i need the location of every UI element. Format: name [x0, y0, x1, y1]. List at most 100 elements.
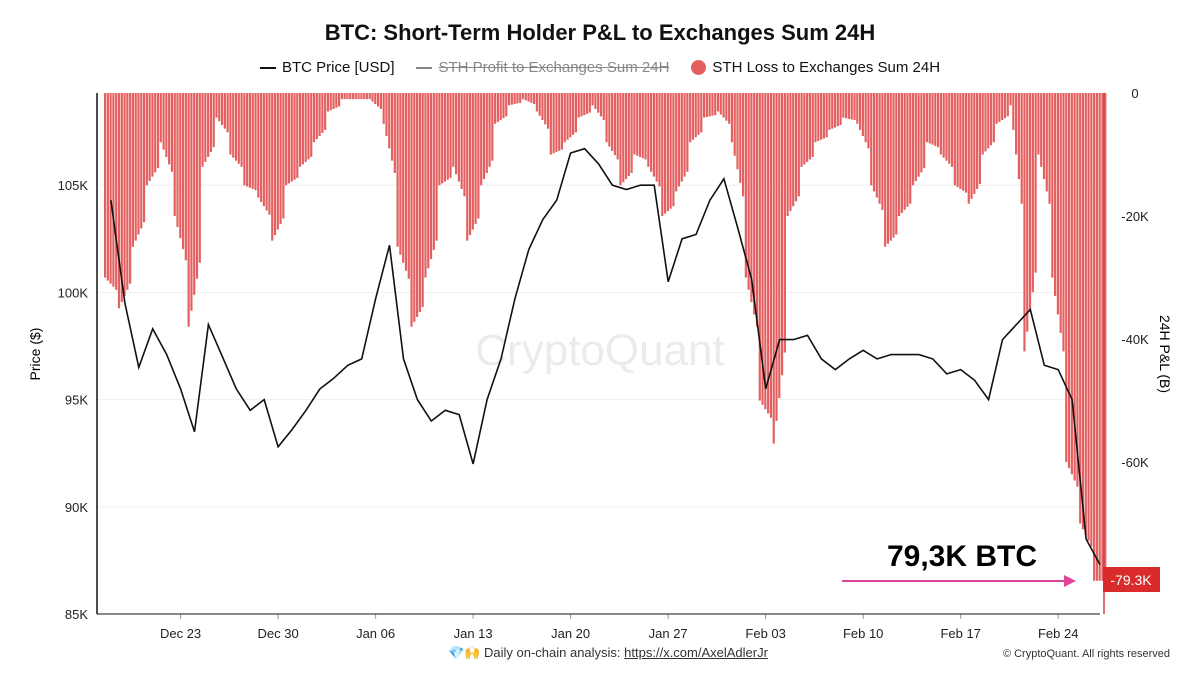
loss-bar — [544, 93, 547, 125]
loss-bar — [995, 93, 998, 124]
loss-bar — [741, 93, 745, 197]
loss-bar — [120, 93, 123, 303]
loss-bar — [624, 93, 628, 180]
loss-bar — [872, 93, 876, 192]
loss-bar — [900, 93, 903, 213]
loss-bar — [655, 93, 658, 182]
loss-bar — [847, 93, 851, 119]
loss-bar — [427, 93, 430, 269]
loss-bar — [326, 93, 330, 112]
loss-bar — [145, 93, 148, 186]
loss-bar — [279, 93, 282, 225]
dot-swatch-icon — [691, 60, 707, 75]
loss-bar — [683, 93, 686, 177]
loss-bar — [697, 93, 700, 135]
loss-bar — [1065, 93, 1068, 463]
loss-bar — [134, 93, 137, 241]
loss-bar — [1003, 93, 1007, 119]
loss-bar — [181, 93, 185, 250]
loss-bar — [836, 93, 839, 127]
loss-bar — [769, 93, 773, 418]
loss-bar — [984, 93, 987, 152]
loss-bar — [998, 93, 1001, 122]
loss-bar — [744, 93, 747, 278]
loss-bar — [1098, 93, 1101, 581]
loss-bar — [739, 93, 742, 183]
loss-bar — [552, 93, 555, 154]
loss-bar — [173, 93, 176, 217]
loss-bar — [106, 93, 109, 281]
watermark: CryptoQuant — [475, 326, 724, 375]
loss-bar — [165, 93, 168, 157]
legend-item-price[interactable]: BTC Price [USD] — [259, 59, 394, 76]
loss-bar — [560, 93, 564, 150]
loss-bar — [510, 93, 513, 105]
loss-bar — [271, 93, 274, 241]
loss-bar — [307, 93, 310, 160]
loss-bar — [652, 93, 656, 177]
loss-bar — [976, 93, 979, 189]
loss-bar — [817, 93, 820, 141]
legend-item-profit[interactable]: STH Profit to Exchanges Sum 24H — [416, 59, 669, 76]
loss-bar — [856, 93, 859, 124]
loss-bar — [1048, 93, 1051, 204]
footer-link[interactable]: https://x.com/AxelAdlerJr — [624, 645, 768, 660]
y-tick-label-right: -60K — [1121, 455, 1149, 470]
loss-bar — [666, 93, 669, 212]
loss-bar — [251, 93, 254, 189]
loss-bar — [477, 93, 480, 219]
loss-bar — [736, 93, 739, 170]
loss-bar — [190, 93, 193, 311]
loss-bar — [588, 93, 591, 113]
x-tick-label: Dec 23 — [160, 626, 201, 641]
loss-bar — [711, 93, 714, 116]
axes: 85K 90K 95K 100K 105K 0 -20K -40K -60K Dec 23 Dec … — [58, 86, 1149, 641]
loss-bar — [429, 93, 433, 260]
loss-bar — [298, 93, 302, 167]
loss-bar — [925, 93, 929, 143]
loss-bar — [413, 93, 416, 322]
loss-bar — [337, 93, 341, 107]
loss-bar — [519, 93, 522, 103]
loss-bar — [563, 93, 566, 143]
loss-bar — [184, 93, 187, 261]
loss-bar — [806, 93, 809, 162]
loss-bar — [663, 93, 667, 214]
loss-bar — [811, 93, 814, 157]
loss-bar — [948, 93, 951, 164]
loss-bar — [1095, 93, 1099, 581]
loss-bar — [1042, 93, 1046, 180]
loss-bar — [1031, 93, 1034, 293]
loss-bar — [435, 93, 438, 241]
loss-bar — [346, 93, 349, 100]
loss-bar — [446, 93, 449, 180]
loss-bar — [131, 93, 135, 247]
y-tick-label-left: 95K — [65, 393, 88, 408]
loss-bar — [229, 93, 232, 155]
loss-bar — [728, 93, 731, 124]
loss-bar — [248, 93, 252, 188]
loss-bar — [839, 93, 842, 125]
loss-bar — [246, 93, 249, 187]
legend-item-loss[interactable]: STH Loss to Exchanges Sum 24H — [691, 59, 940, 76]
loss-bar — [613, 93, 617, 156]
x-tick-label: Jan 20 — [551, 626, 590, 641]
loss-bar — [1076, 93, 1079, 487]
loss-bars — [103, 93, 1107, 581]
loss-bar — [875, 93, 878, 198]
loss-bar — [580, 93, 583, 117]
loss-bar — [686, 93, 689, 172]
loss-bar — [516, 93, 519, 104]
loss-bar — [920, 93, 923, 173]
loss-bar — [574, 93, 578, 133]
loss-bar — [755, 93, 759, 327]
loss-bar — [329, 93, 332, 111]
loss-bar — [767, 93, 770, 414]
loss-bar — [658, 93, 661, 187]
loss-bar — [488, 93, 491, 167]
loss-bar — [633, 93, 636, 155]
loss-bar — [644, 93, 647, 160]
loss-bar — [661, 93, 664, 217]
loss-bar — [304, 93, 307, 162]
loss-bar — [797, 93, 800, 197]
